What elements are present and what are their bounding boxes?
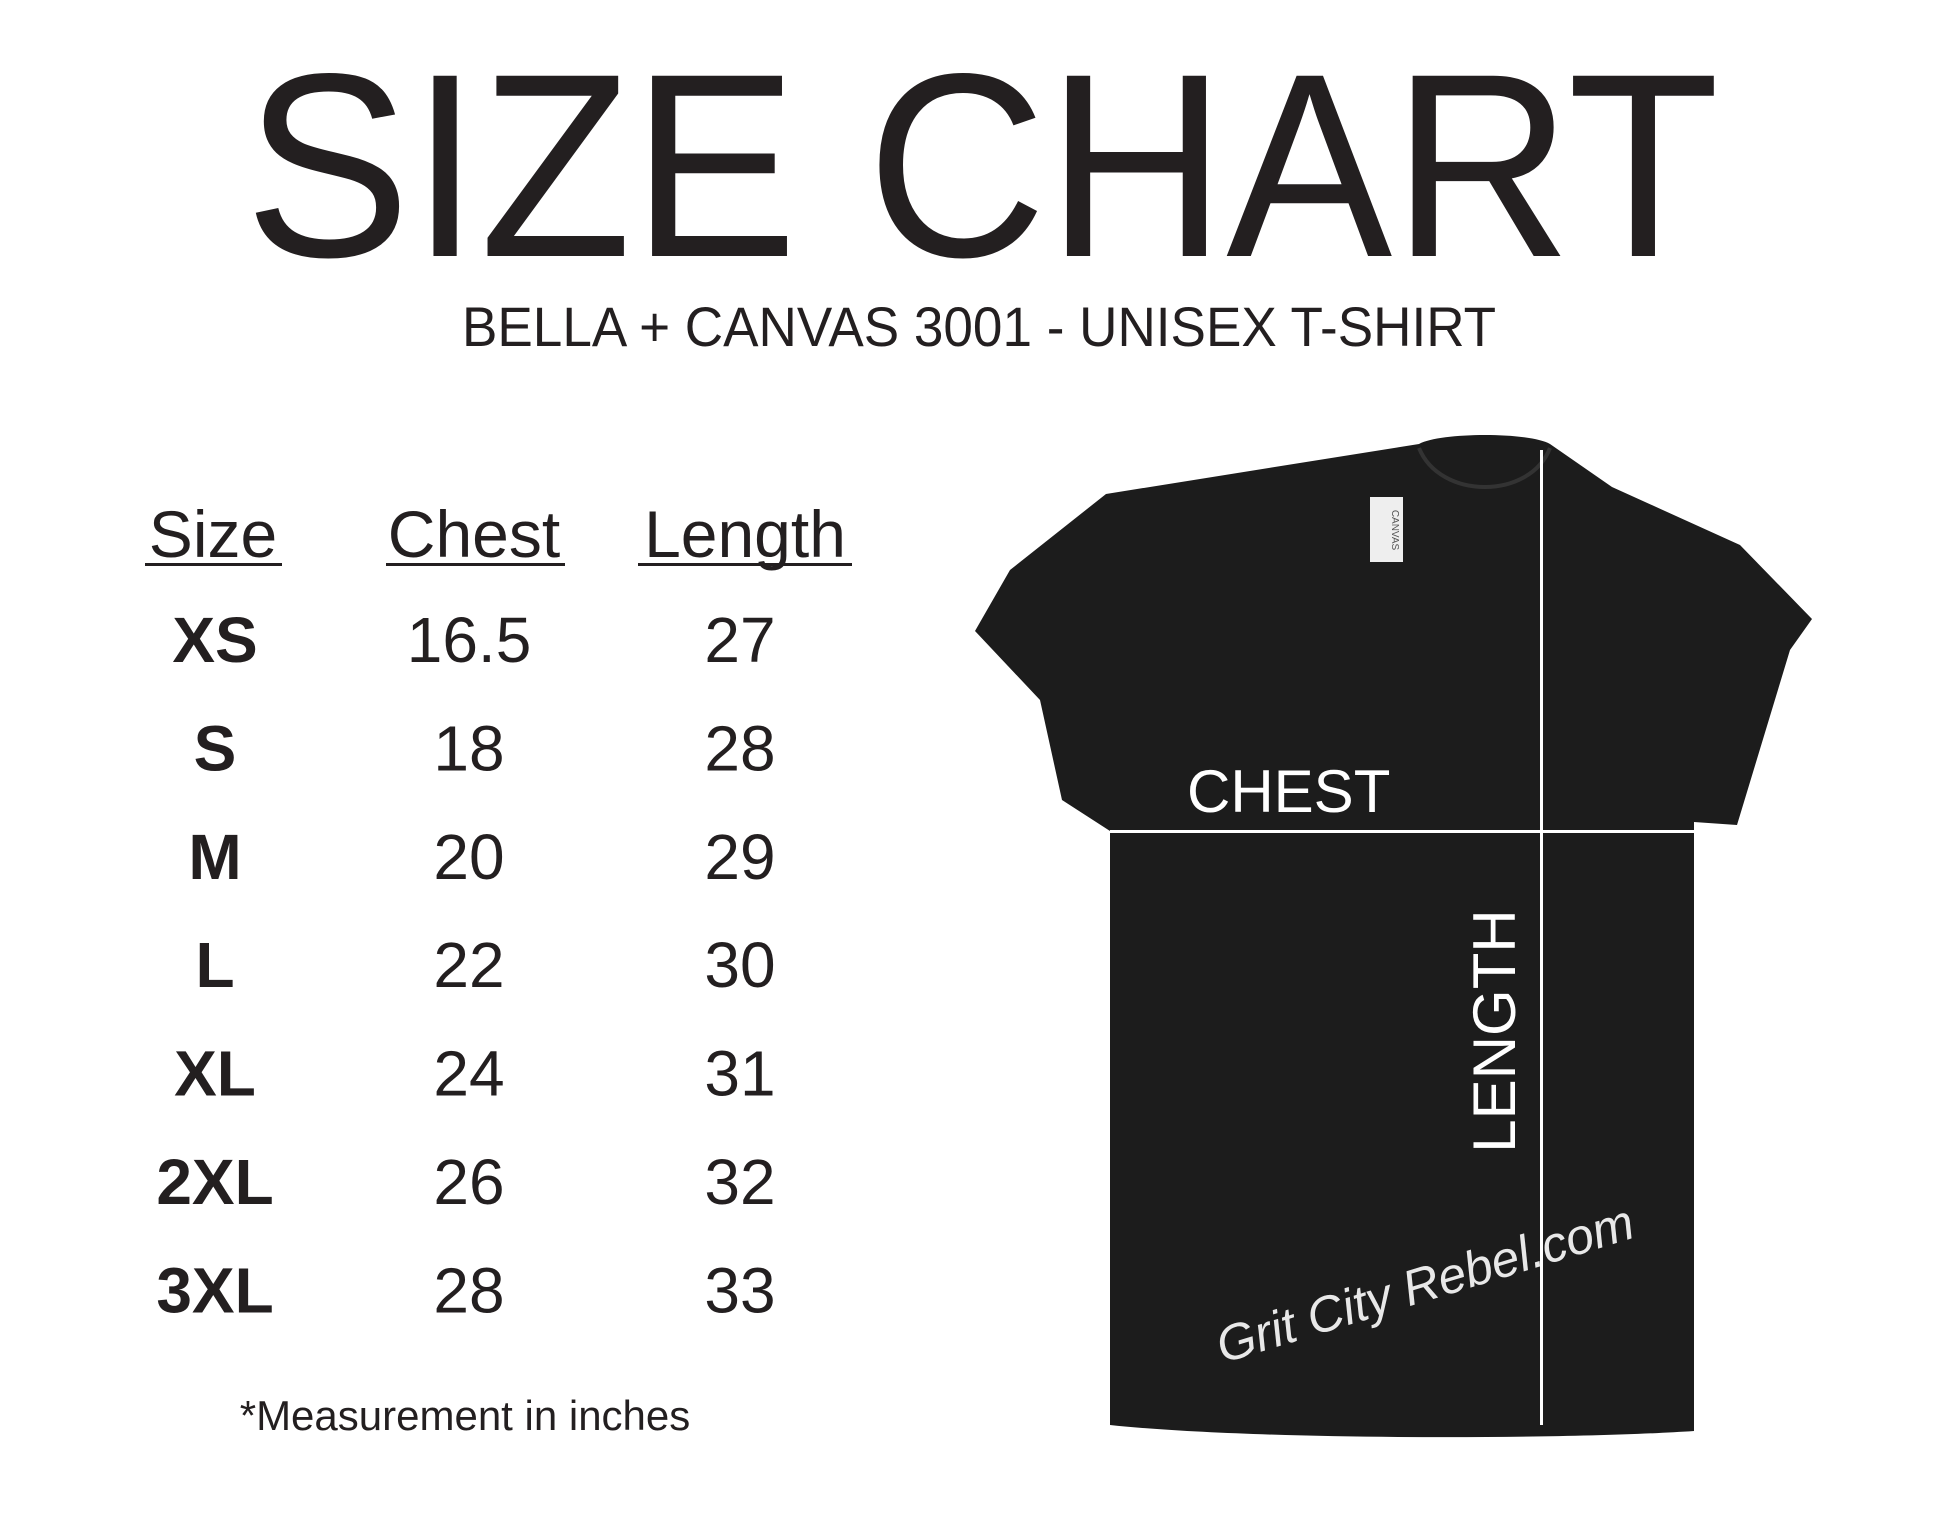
chest-cell: 24 [433,1038,504,1110]
table-row: L 22 30 [195,929,775,1001]
header-length: Length [644,497,846,571]
chest-cell: 18 [433,712,504,784]
length-cell: 30 [704,929,775,1001]
length-cell: 28 [704,712,775,784]
size-cell: S [194,712,237,784]
header-underline [145,563,282,566]
table-row: XS 16.5 27 [172,604,775,676]
length-label: LENGTH [1461,909,1528,1152]
tshirt-shape [975,435,1812,1438]
length-line [1540,450,1543,1425]
size-cell: 2XL [156,1146,273,1218]
neck-tag [1370,497,1403,562]
tshirt-illustration: CANVAS CHEST LENGTH Grit City Rebel.com [975,435,1812,1438]
length-cell: 31 [704,1038,775,1110]
chest-label: CHEST [1187,758,1390,825]
collar [1417,447,1552,489]
neck-tag-text: CANVAS [1389,510,1400,551]
size-cell: 3XL [156,1254,273,1326]
measurement-note: *Measurement in inches [240,1392,691,1439]
table-row: XL 24 31 [174,1038,775,1110]
length-cell: 29 [704,821,775,893]
size-cell: XS [172,604,257,676]
chest-cell: 22 [433,929,504,1001]
size-table: Size Chest Length XS 16.5 27 S 18 28 M 20 29 L 22 3… [145,497,852,1326]
table-row: 2XL 26 32 [156,1146,775,1218]
size-cell: M [188,821,241,893]
size-cell: L [195,929,234,1001]
subtitle: BELLA + CANVAS 3001 - UNISEX T-SHIRT [462,295,1496,358]
length-cell: 27 [704,604,775,676]
header-underline [638,563,852,566]
header-size: Size [149,497,277,571]
table-row: M 20 29 [188,821,775,893]
chest-cell: 28 [433,1254,504,1326]
chest-line [1110,830,1694,833]
length-cell: 32 [704,1146,775,1218]
page-title: SIZE CHART [245,19,1720,312]
table-row: S 18 28 [194,712,776,784]
header-chest: Chest [388,497,560,571]
chest-cell: 20 [433,821,504,893]
chest-cell: 16.5 [407,604,532,676]
table-row: 3XL 28 33 [156,1254,775,1326]
header-underline [386,563,565,566]
chest-cell: 26 [433,1146,504,1218]
size-cell: XL [174,1038,256,1110]
length-cell: 33 [704,1254,775,1326]
